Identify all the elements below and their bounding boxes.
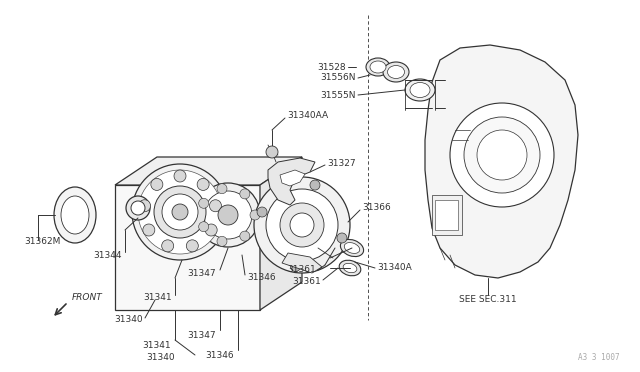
Circle shape — [154, 186, 206, 238]
Polygon shape — [260, 157, 302, 310]
Circle shape — [162, 240, 173, 252]
Text: 31344: 31344 — [93, 251, 122, 260]
Ellipse shape — [343, 263, 357, 273]
Text: 31347: 31347 — [188, 269, 216, 279]
Text: 31347: 31347 — [188, 330, 216, 340]
Ellipse shape — [344, 243, 360, 253]
Circle shape — [204, 191, 252, 239]
Circle shape — [337, 233, 347, 243]
Circle shape — [310, 180, 320, 190]
Polygon shape — [268, 158, 315, 205]
Ellipse shape — [370, 61, 386, 73]
Text: 31340A: 31340A — [377, 263, 412, 273]
Text: 31556N: 31556N — [321, 74, 356, 83]
Circle shape — [217, 184, 227, 194]
Ellipse shape — [339, 260, 361, 276]
Text: 31341: 31341 — [142, 340, 171, 350]
Text: 31340: 31340 — [147, 353, 175, 362]
Circle shape — [205, 224, 217, 236]
Text: 31340AA: 31340AA — [287, 112, 328, 121]
Circle shape — [132, 164, 228, 260]
Text: A3 3 1007: A3 3 1007 — [579, 353, 620, 362]
Circle shape — [186, 240, 198, 252]
Circle shape — [240, 189, 250, 199]
Circle shape — [240, 231, 250, 241]
Text: 31555N: 31555N — [321, 90, 356, 99]
Ellipse shape — [340, 240, 364, 257]
Polygon shape — [280, 170, 305, 186]
Circle shape — [162, 194, 198, 230]
Circle shape — [138, 200, 150, 212]
Circle shape — [198, 198, 209, 208]
Ellipse shape — [387, 65, 404, 78]
Circle shape — [197, 179, 209, 190]
Circle shape — [250, 210, 260, 220]
Polygon shape — [432, 195, 462, 235]
Ellipse shape — [383, 62, 409, 82]
Circle shape — [217, 236, 227, 246]
Text: 31361: 31361 — [287, 266, 316, 275]
Circle shape — [254, 177, 350, 273]
Circle shape — [291, 262, 300, 272]
Ellipse shape — [366, 58, 390, 76]
Text: 31362M: 31362M — [24, 237, 60, 247]
Polygon shape — [115, 185, 260, 310]
Polygon shape — [435, 200, 458, 230]
Circle shape — [464, 117, 540, 193]
Circle shape — [143, 224, 155, 236]
Circle shape — [257, 207, 267, 217]
Circle shape — [138, 170, 222, 254]
Circle shape — [198, 222, 209, 232]
Circle shape — [131, 201, 145, 215]
Text: 31346: 31346 — [205, 350, 234, 359]
Circle shape — [172, 204, 188, 220]
Text: 31327: 31327 — [327, 158, 356, 167]
Text: 31340: 31340 — [115, 315, 143, 324]
Text: 31341: 31341 — [143, 294, 172, 302]
Circle shape — [450, 103, 554, 207]
Circle shape — [290, 213, 314, 237]
Text: 31361: 31361 — [292, 278, 321, 286]
Text: FRONT: FRONT — [72, 294, 103, 302]
Ellipse shape — [54, 187, 96, 243]
Polygon shape — [282, 253, 322, 273]
Circle shape — [126, 196, 150, 220]
Text: SEE SEC.311: SEE SEC.311 — [459, 295, 517, 305]
Circle shape — [151, 179, 163, 190]
Polygon shape — [425, 45, 578, 278]
Text: 31346: 31346 — [247, 273, 276, 282]
Ellipse shape — [410, 83, 430, 97]
Circle shape — [266, 146, 278, 158]
Circle shape — [218, 205, 238, 225]
Polygon shape — [115, 157, 302, 185]
Circle shape — [266, 189, 338, 261]
Text: 31366: 31366 — [362, 203, 391, 212]
Ellipse shape — [405, 79, 435, 101]
Circle shape — [196, 183, 260, 247]
Circle shape — [477, 130, 527, 180]
Circle shape — [209, 200, 221, 212]
Circle shape — [280, 203, 324, 247]
Circle shape — [174, 170, 186, 182]
Text: 31528: 31528 — [317, 62, 346, 71]
Ellipse shape — [61, 196, 89, 234]
